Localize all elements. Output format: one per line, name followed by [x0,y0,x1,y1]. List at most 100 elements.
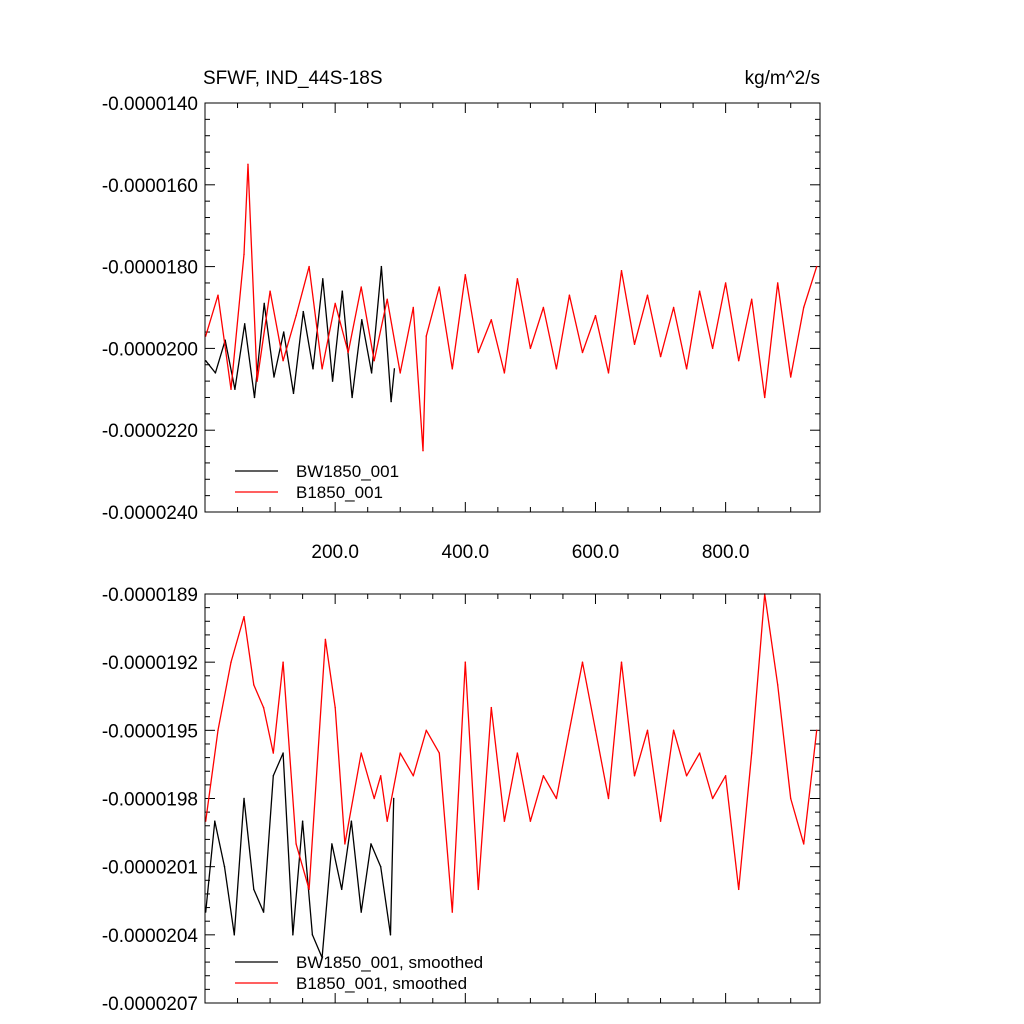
legend-label-b1850: B1850_001 [296,483,383,502]
top-panel: SFWF, IND_44S-18S kg/m^2/s -0.0000140-0.… [102,68,821,563]
bottom-data-point-b1850-001-smoothed [672,729,675,732]
bottom-data-point-b1850-001-smoothed [711,797,714,800]
top-data-point-b1850-001 [633,343,636,346]
top-data-point-b1850-001 [711,347,714,350]
top-data-point-b1850-001 [555,368,558,370]
legend-label-bw1850-smoothed: BW1850_001, smoothed [296,953,483,972]
top-data-point-b1850-001 [269,290,271,292]
bottom-data-point-b1850-001-smoothed [816,729,818,732]
bottom-ytick-label: -0.0000189 [102,585,198,606]
top-data-point-bw1850-001 [283,331,285,333]
top-data-point-b1850-001 [347,351,349,354]
top-ytick-label: -0.0000180 [102,258,198,279]
top-data-point-b1850-001 [542,306,545,309]
top-data-point-b1850-001 [321,368,323,370]
bottom-data-point-b1850-001-smoothed [555,797,558,800]
bottom-data-point-bw1850-001-smoothed [331,843,333,845]
bottom-axes: -0.0000189 -0.0000192 -0.0000195 -0.0000198… [102,585,820,1015]
bottom-data-point-b1850-001-smoothed [698,752,701,754]
top-data-point-b1850-001 [607,372,610,374]
bottom-data-point-bw1850-001-smoothed [253,888,255,891]
bottom-data-point-b1850-001-smoothed [425,729,427,732]
bottom-data-point-b1850-001-smoothed [568,729,571,732]
top-data-point-bw1850-001 [390,400,392,403]
top-data-point-b1850-001 [737,359,740,362]
bottom-data-point-b1850-001-smoothed [529,820,532,822]
bottom-ytick-label: -0.0000198 [102,790,198,811]
top-data-point-bw1850-001 [312,368,314,370]
top-data-point-b1850-001 [360,286,362,288]
top-data-point-b1850-001 [516,278,519,280]
bottom-data-point-b1850-001-smoothed [230,661,232,663]
bottom-plot-frame [204,593,821,1004]
bottom-data-point-bw1850-001-smoothed [272,775,275,777]
bottom-data-point-bw1850-001-smoothed [360,911,362,913]
top-data-point-b1850-001 [464,274,467,276]
top-data-point-b1850-001 [247,163,249,166]
top-data-point-b1850-001 [594,314,597,317]
bottom-data-point-b1850-001-smoothed [503,820,506,822]
bottom-data-point-b1850-001-smoothed [438,752,440,754]
bottom-series-line-b1850-001-smoothed [205,593,818,913]
top-data-point-bw1850-001 [361,319,363,321]
top-data-point-bw1850-001 [302,310,304,313]
top-legend: BW1850_001 B1850_001 [235,462,399,502]
bottom-data-point-b1850-001-smoothed [750,752,753,754]
top-data-point-b1850-001 [503,372,506,374]
top-data-point-b1850-001 [308,265,310,268]
bottom-data-point-b1850-001-smoothed [373,797,375,800]
bottom-data-point-bw1850-001-smoothed [282,752,284,754]
top-data-point-b1850-001 [816,265,818,268]
top-xtick-label: 800.0 [702,542,750,563]
bottom-data-point-b1850-001-smoothed [380,775,382,777]
top-data-point-bw1850-001 [341,290,344,292]
top-axes: -0.0000140 -0.0000160 -0.0000180 -0.0000200… [102,94,820,563]
bottom-ytick-label: -0.0000195 [102,721,198,742]
top-data-point-bw1850-001 [351,396,353,399]
top-data-point-bw1850-001 [234,388,236,390]
top-xtick-label: 400.0 [442,542,490,563]
bottom-data-point-b1850-001-smoothed [386,820,388,822]
bottom-data-point-b1850-001-smoothed [581,661,584,663]
bottom-data-point-bw1850-001-smoothed [243,797,245,800]
top-data-point-b1850-001 [568,294,571,296]
top-data-point-b1850-001 [803,306,805,309]
bottom-ytick-label: -0.0000204 [102,926,199,947]
bottom-data-point-bw1850-001-smoothed [321,956,323,959]
legend-label-b1850-smoothed: B1850_001, smoothed [296,974,467,993]
bottom-data-point-b1850-001-smoothed [243,616,245,618]
bottom-panel: -0.0000189 -0.0000192 -0.0000195 -0.0000198… [102,585,821,1015]
bottom-data-point-bw1850-001-smoothed [311,934,314,936]
top-data-point-b1850-001 [776,282,779,284]
top-series-line-bw1850-001 [205,265,396,403]
chart-title: SFWF, IND_44S-18S [203,68,383,89]
bottom-data-point-b1850-001-smoothed [659,820,662,822]
bottom-data-point-b1850-001-smoothed [685,775,688,777]
bottom-data-point-bw1850-001-smoothed [262,911,265,913]
top-data-point-b1850-001 [334,302,336,305]
top-data-point-b1850-001 [230,388,232,390]
units-label: kg/m^2/s [745,68,820,89]
top-data-point-bw1850-001 [273,376,275,378]
top-data-point-b1850-001 [490,319,493,321]
top-data-point-b1850-001 [685,368,688,370]
bottom-ytick-label: -0.0000207 [102,994,198,1015]
top-data-point-b1850-001 [412,306,414,309]
bottom-data-point-b1850-001-smoothed [272,752,275,754]
bottom-data-point-b1850-001-smoothed [282,661,284,663]
bottom-data-point-bw1850-001-smoothed [292,934,294,936]
bottom-data-point-bw1850-001-smoothed [223,865,226,868]
bottom-data-point-b1850-001-smoothed [324,638,327,641]
top-data-point-bw1850-001 [380,265,383,268]
top-data-point-bw1850-001 [253,396,256,399]
bottom-data-point-b1850-001-smoothed [620,661,623,663]
bottom-data-point-b1850-001-smoothed [295,843,297,845]
top-data-point-b1850-001 [659,355,662,358]
bottom-data-point-b1850-001-smoothed [344,843,346,845]
bottom-data-point-b1850-001-smoothed [360,752,362,754]
bottom-data-point-b1850-001-smoothed [464,661,467,663]
top-data-point-b1850-001 [451,368,454,370]
top-data-point-b1850-001 [763,396,766,399]
top-data-point-b1850-001 [422,449,424,452]
